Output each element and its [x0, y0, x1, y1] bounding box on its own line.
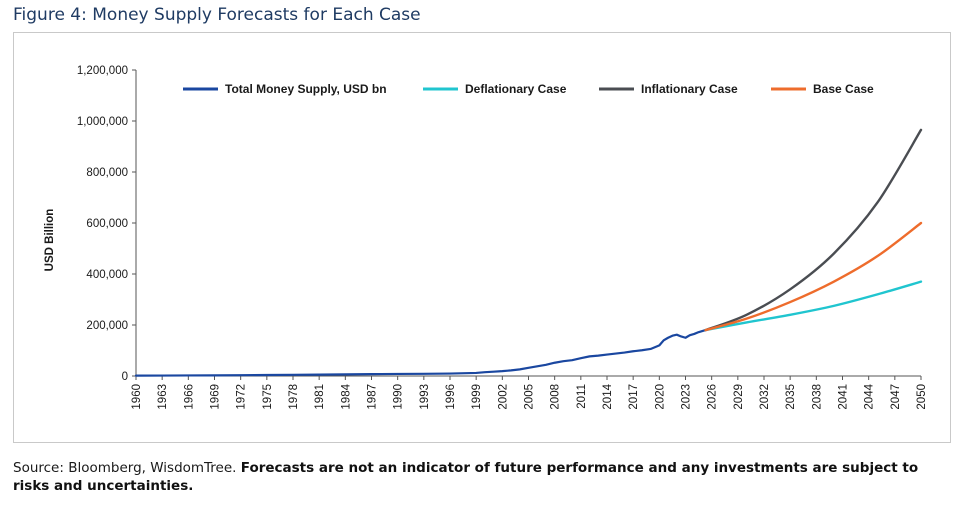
x-tick-label: 1984 [340, 383, 352, 409]
x-tick-label: 2029 [733, 384, 745, 410]
footer-note: Source: Bloomberg, WisdomTree. Forecasts… [13, 459, 958, 495]
legend-label-2: Inflationary Case [641, 82, 738, 96]
x-tick-label: 1969 [210, 384, 222, 410]
x-tick-label: 2011 [576, 384, 588, 409]
series-layer [134, 128, 923, 377]
y-tick-label: 1,200,000 [77, 65, 128, 77]
x-tick-label: 2026 [707, 384, 719, 410]
legend-label-0: Total Money Supply, USD bn [225, 82, 387, 96]
y-tick-label: 800,000 [86, 167, 128, 179]
y-axis-title: USD Billion [44, 209, 56, 272]
x-tick-label: 2020 [654, 384, 666, 410]
series-line-2 [704, 128, 923, 332]
x-tick-label: 2008 [550, 384, 562, 410]
x-tick-label: 1960 [131, 384, 143, 410]
legend: Total Money Supply, USD bn Deflationary C… [183, 82, 874, 96]
x-tick-label: 1966 [183, 384, 195, 410]
x-tick-label: 2035 [785, 384, 797, 410]
x-tick-label: 2047 [890, 384, 902, 410]
x-tick-label: 2032 [759, 384, 771, 410]
x-tick-label: 1996 [445, 384, 457, 410]
x-tick-label: 1981 [314, 384, 326, 410]
x-tick-label: 2023 [681, 384, 693, 410]
x-tick-label: 1990 [393, 384, 405, 410]
x-tick-label: 1963 [157, 384, 169, 410]
source-text: Source: Bloomberg, WisdomTree. [13, 460, 241, 476]
chart-frame [13, 32, 951, 443]
disclaimer-text: Forecasts are not an indicator of future… [13, 460, 919, 494]
x-tick-label: 2044 [864, 383, 876, 409]
x-tick-label: 2014 [602, 383, 614, 409]
x-tick-label: 2041 [838, 384, 850, 410]
x-tick-label: 2005 [524, 384, 536, 410]
x-tick-label: 1999 [471, 384, 483, 410]
chart-svg: USD Billion 0 200,000 400,000 600,000 800,00… [44, 65, 928, 410]
y-tick-label: 400,000 [86, 269, 128, 281]
y-tick-label: 200,000 [86, 320, 128, 332]
y-tick-label: 1,000,000 [77, 116, 128, 128]
y-tick-label: 0 [122, 371, 128, 383]
series-line-3 [704, 221, 923, 332]
x-tick-label: 2017 [628, 384, 640, 410]
legend-label-3: Base Case [813, 82, 874, 96]
series-line-1 [704, 280, 923, 332]
x-tick-label: 1972 [236, 384, 248, 410]
x-tick-label: 2038 [811, 384, 823, 410]
x-tick-label: 2050 [916, 384, 928, 410]
series-line-0 [134, 329, 707, 377]
legend-label-1: Deflationary Case [465, 82, 567, 96]
figure-title: Figure 4: Money Supply Forecasts for Eac… [13, 5, 421, 25]
axes: 0 200,000 400,000 600,000 800,000 1,000,000 1,… [77, 65, 928, 410]
x-tick-label: 1993 [419, 384, 431, 410]
x-tick-label: 1975 [262, 384, 274, 410]
x-tick-label: 1978 [288, 384, 300, 410]
x-tick-label: 2002 [497, 384, 509, 410]
y-tick-label: 600,000 [86, 218, 128, 230]
x-tick-label: 1987 [367, 384, 379, 410]
